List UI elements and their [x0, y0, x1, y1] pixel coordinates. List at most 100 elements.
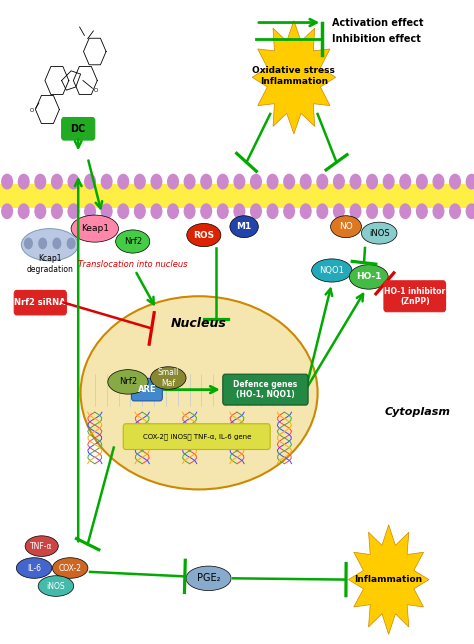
Ellipse shape	[52, 558, 88, 578]
Circle shape	[450, 175, 460, 189]
Circle shape	[284, 204, 294, 218]
Circle shape	[367, 175, 377, 189]
Ellipse shape	[71, 215, 118, 242]
Circle shape	[284, 175, 294, 189]
Circle shape	[334, 175, 344, 189]
Circle shape	[151, 204, 162, 218]
Circle shape	[433, 175, 444, 189]
Circle shape	[367, 204, 377, 218]
Text: Nrf2: Nrf2	[124, 237, 142, 246]
Ellipse shape	[311, 259, 352, 282]
Circle shape	[2, 175, 12, 189]
Text: Keap1: Keap1	[81, 224, 109, 233]
Circle shape	[101, 204, 112, 218]
Text: iNOS: iNOS	[46, 582, 65, 591]
FancyBboxPatch shape	[223, 374, 308, 405]
FancyBboxPatch shape	[62, 117, 95, 140]
Text: ARE: ARE	[137, 385, 156, 394]
Circle shape	[350, 204, 361, 218]
Circle shape	[135, 175, 145, 189]
Circle shape	[218, 175, 228, 189]
Text: Defence genes
(HO-1, NQO1): Defence genes (HO-1, NQO1)	[233, 380, 298, 399]
Text: O: O	[93, 88, 98, 93]
Ellipse shape	[186, 566, 231, 591]
Circle shape	[234, 175, 245, 189]
Circle shape	[267, 204, 278, 218]
Text: O: O	[30, 108, 34, 113]
Text: COX-2: COX-2	[59, 564, 82, 573]
Ellipse shape	[187, 223, 221, 247]
Circle shape	[53, 238, 61, 249]
Circle shape	[25, 238, 32, 249]
Text: Nucleus: Nucleus	[171, 317, 227, 330]
Text: NQO1: NQO1	[319, 266, 344, 275]
Polygon shape	[348, 525, 429, 634]
Circle shape	[317, 204, 328, 218]
Circle shape	[383, 204, 394, 218]
Circle shape	[35, 175, 46, 189]
Text: PGE₂: PGE₂	[197, 573, 220, 583]
Circle shape	[251, 175, 261, 189]
Circle shape	[168, 204, 178, 218]
Circle shape	[151, 175, 162, 189]
Circle shape	[466, 175, 474, 189]
Text: M1: M1	[237, 222, 252, 231]
Text: HO-1 inhibitor
(ZnPP): HO-1 inhibitor (ZnPP)	[384, 287, 446, 306]
FancyBboxPatch shape	[384, 281, 446, 312]
Circle shape	[301, 175, 311, 189]
Ellipse shape	[25, 536, 58, 556]
Ellipse shape	[108, 370, 148, 394]
Circle shape	[39, 238, 46, 249]
Circle shape	[317, 175, 328, 189]
Text: Oxidative stress
Inflammation: Oxidative stress Inflammation	[253, 66, 335, 86]
Circle shape	[168, 175, 178, 189]
Circle shape	[350, 175, 361, 189]
Text: NO: NO	[339, 222, 353, 231]
Text: COX-2， iNOS， TNF-α, IL-6 gene: COX-2， iNOS， TNF-α, IL-6 gene	[143, 433, 251, 440]
Circle shape	[267, 175, 278, 189]
Circle shape	[85, 204, 95, 218]
Circle shape	[201, 204, 211, 218]
Text: Small
Maf: Small Maf	[157, 368, 179, 388]
Ellipse shape	[116, 230, 150, 253]
Circle shape	[201, 175, 211, 189]
Circle shape	[433, 204, 444, 218]
Circle shape	[450, 204, 460, 218]
Circle shape	[35, 204, 46, 218]
Ellipse shape	[230, 216, 258, 238]
Circle shape	[101, 175, 112, 189]
Circle shape	[2, 204, 12, 218]
Circle shape	[234, 204, 245, 218]
Bar	[0, 184, 474, 208]
Ellipse shape	[331, 216, 361, 238]
Circle shape	[400, 175, 410, 189]
Text: Translocation into nucleus: Translocation into nucleus	[78, 260, 188, 269]
Ellipse shape	[17, 558, 52, 578]
Ellipse shape	[21, 229, 78, 261]
Circle shape	[68, 175, 79, 189]
Text: Nrf2 siRNA: Nrf2 siRNA	[15, 298, 66, 307]
Text: TNF-α: TNF-α	[30, 542, 53, 551]
Circle shape	[68, 204, 79, 218]
Ellipse shape	[38, 576, 73, 596]
Circle shape	[417, 204, 427, 218]
Ellipse shape	[349, 265, 388, 289]
Circle shape	[218, 204, 228, 218]
Circle shape	[251, 204, 261, 218]
Circle shape	[18, 204, 29, 218]
Text: ROS: ROS	[193, 231, 214, 240]
FancyBboxPatch shape	[131, 379, 162, 401]
Polygon shape	[252, 21, 336, 134]
Ellipse shape	[150, 367, 186, 389]
Text: Inflammation: Inflammation	[355, 575, 423, 584]
Text: Nrf2: Nrf2	[119, 377, 137, 386]
Text: Inhibition effect: Inhibition effect	[332, 33, 420, 44]
Circle shape	[417, 175, 427, 189]
Circle shape	[466, 204, 474, 218]
FancyBboxPatch shape	[14, 290, 66, 315]
Circle shape	[85, 175, 95, 189]
Text: Kcap1
degradation: Kcap1 degradation	[27, 254, 73, 274]
Ellipse shape	[362, 222, 397, 244]
Circle shape	[52, 204, 62, 218]
FancyBboxPatch shape	[123, 424, 270, 450]
